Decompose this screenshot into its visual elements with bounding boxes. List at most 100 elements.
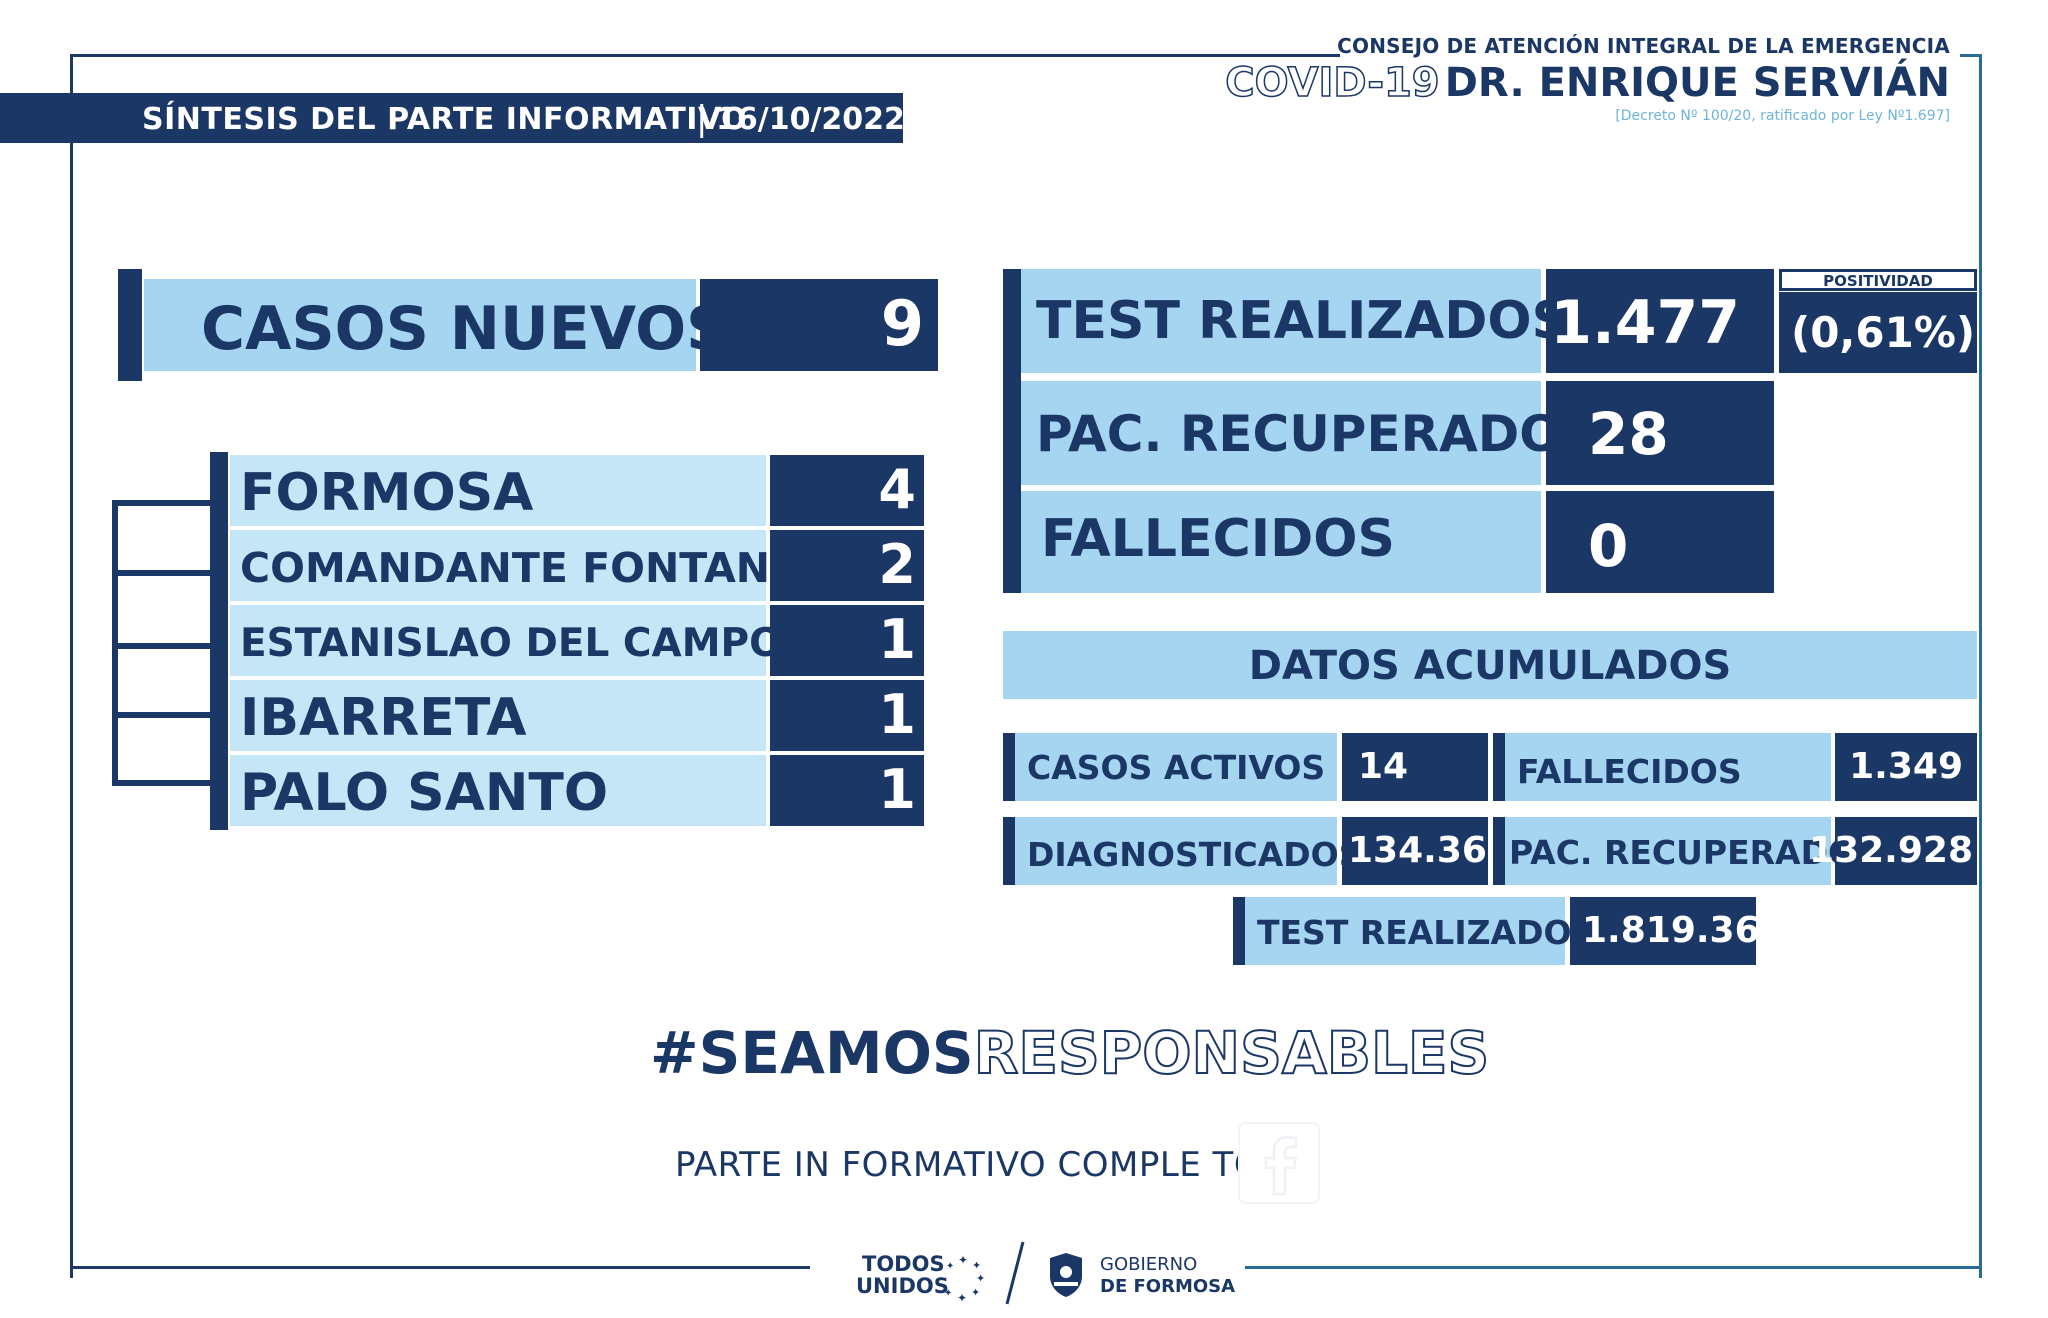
tests-value-box: 1.477: [1546, 269, 1774, 373]
hashtag: #SEAMOSRESPONSABLES: [650, 1023, 1490, 1083]
svg-text:✦: ✦: [972, 1259, 981, 1272]
cumulative-title-box: DATOS ACUMULADOS: [1003, 631, 1977, 699]
locality-value-text: 2: [878, 533, 916, 596]
frame-bottom-left: [70, 1266, 810, 1269]
shield-icon: [1050, 1253, 1082, 1297]
casos-nuevos-value: 9: [880, 287, 924, 360]
cum-tests-accent: [1233, 897, 1245, 965]
localities-accent: [210, 452, 228, 830]
casos-nuevos-label: CASOS NUEVOS: [201, 294, 730, 364]
cum-recovered-value: 132.928: [1809, 830, 1973, 871]
tests-label: TEST REALIZADOS: [1036, 291, 1570, 351]
positivity-value: (0,61%): [1791, 308, 1976, 357]
locality-value: 2: [770, 530, 924, 601]
locality-value: 4: [770, 455, 924, 526]
facebook-icon[interactable]: [1238, 1122, 1320, 1204]
frame-top-left: [70, 54, 1340, 57]
hashtag-bold: #SEAMOS: [650, 1019, 974, 1087]
stars-icon: ✦ ✦ ✦ ✦ ✦ ✦ ✦: [944, 1253, 985, 1304]
cum-recovered-label: PAC. RECUPERADOS: [1509, 833, 1880, 872]
todos-text: TODOS: [862, 1252, 945, 1276]
diagnosed-value-box: 134.366: [1342, 817, 1512, 885]
active-label: CASOS ACTIVOS: [1027, 748, 1326, 787]
svg-text:✦: ✦: [971, 1286, 980, 1299]
recovered-value: 28: [1588, 400, 1669, 468]
diagnosed-value: 134.366: [1348, 830, 1512, 871]
recovered-value-box: 28: [1546, 381, 1774, 485]
locality-row: COMANDANTE FONTANA: [230, 530, 802, 601]
locality-row: IBARRETA: [230, 680, 766, 751]
locality-value-text: 1: [878, 758, 916, 821]
cum-tests-value-box: 1.819.367: [1570, 897, 1785, 965]
positivity-value-box: (0,61%): [1779, 292, 1977, 373]
header-date: 16/10/2022: [716, 102, 905, 137]
casos-nuevos-accent: [118, 269, 142, 381]
locality-name: IBARRETA: [240, 688, 527, 748]
positivity-label: POSITIVIDAD: [1823, 272, 1933, 290]
tests-value: 1.477: [1550, 288, 1740, 358]
header-banner: SÍNTESIS DEL PARTE INFORMATIVO | 16/10/2…: [0, 93, 905, 143]
active-value-box: 14: [1342, 733, 1488, 801]
locality-row: FORMOSA: [230, 455, 766, 526]
cum-deaths-value-box: 1.349: [1835, 733, 1977, 801]
full-report-text: PARTE IN FORMATIVO COMPLE TO: [675, 1145, 1262, 1185]
positivity-label-box: POSITIVIDAD: [1779, 269, 1977, 291]
recovered-label-box: PAC. RECUPERADOS: [1021, 381, 1598, 485]
deaths-label-box: FALLECIDOS: [1021, 491, 1541, 593]
cum-recovered-value-box: 132.928: [1809, 817, 1977, 885]
hashtag-outline: RESPONSABLES: [973, 1019, 1491, 1087]
casos-nuevos-label-box: CASOS NUEVOS: [144, 279, 729, 371]
gobierno-logo: GOBIERNO DE FORMOSA: [1044, 1250, 1235, 1302]
bracket-tick-5: [112, 780, 212, 786]
locality-name: COMANDANTE FONTANA: [240, 544, 802, 592]
locality-value: 1: [770, 755, 924, 826]
de-formosa-text: DE FORMOSA: [1100, 1276, 1236, 1297]
diagnosed-label: DIAGNOSTICADOS: [1027, 835, 1363, 874]
casos-nuevos-value-box: 9: [700, 279, 938, 371]
locality-row: ESTANISLAO DEL CAMPO: [230, 605, 782, 676]
frame-right: [1979, 54, 1982, 1278]
bracket-tick-4: [112, 712, 212, 718]
deaths-value-box: 0: [1546, 491, 1774, 593]
gobierno-text: GOBIERNO: [1100, 1254, 1198, 1275]
tests-label-box: TEST REALIZADOS: [1021, 269, 1569, 373]
diagnosed-label-box: DIAGNOSTICADOS: [1015, 817, 1363, 885]
cum-tests-value: 1.819.367: [1582, 910, 1785, 951]
locality-name: PALO SANTO: [240, 763, 609, 823]
cum-deaths-accent: [1493, 733, 1505, 801]
covid-label: COVID-19: [1225, 60, 1441, 106]
facebook-glyph: [1264, 1135, 1298, 1196]
svg-text:✦: ✦: [946, 1261, 954, 1272]
deaths-value: 0: [1588, 512, 1629, 580]
locality-name: ESTANISLAO DEL CAMPO: [240, 621, 783, 666]
locality-value: 1: [770, 680, 924, 751]
council-line: CONSEJO DE ATENCIÓN INTEGRAL DE LA EMERG…: [1337, 34, 1950, 58]
cum-tests-label-box: TEST REALIZADOS: [1245, 897, 1595, 965]
frame-top-right: [1960, 54, 1982, 57]
header-separator: |: [696, 99, 708, 139]
locality-value-text: 1: [878, 608, 916, 671]
covid-title: COVID-19 DR. ENRIQUE SERVIÁN: [1225, 60, 1950, 106]
doctor-name: DR. ENRIQUE SERVIÁN: [1444, 60, 1950, 106]
locality-row: PALO SANTO: [230, 755, 766, 826]
cum-recovered-label-box: PAC. RECUPERADOS: [1505, 817, 1880, 885]
active-label-box: CASOS ACTIVOS: [1015, 733, 1337, 801]
locality-value: 1: [770, 605, 924, 676]
locality-value-text: 1: [878, 683, 916, 746]
cum-deaths-label-box: FALLECIDOS: [1505, 733, 1831, 801]
active-accent: [1003, 733, 1015, 801]
daily-accent: [1003, 269, 1021, 593]
svg-text:✦: ✦: [976, 1272, 985, 1285]
cum-tests-label: TEST REALIZADOS: [1257, 913, 1596, 952]
frame-bottom-right: [1245, 1266, 1982, 1269]
cum-deaths-label: FALLECIDOS: [1517, 752, 1742, 791]
bracket-tick-1: [112, 500, 212, 506]
recovered-label: PAC. RECUPERADOS: [1036, 405, 1598, 463]
diagnosed-accent: [1003, 817, 1015, 885]
deaths-label: FALLECIDOS: [1041, 509, 1395, 569]
cum-deaths-value: 1.349: [1849, 746, 1963, 787]
locality-name: FORMOSA: [240, 463, 534, 523]
unidos-text: UNIDOS: [856, 1274, 949, 1298]
footer-divider: [1005, 1241, 1025, 1305]
svg-text:✦: ✦: [958, 1253, 968, 1267]
